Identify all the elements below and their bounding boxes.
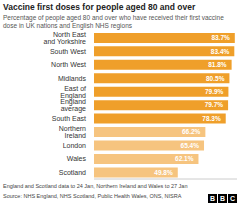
html-text:B: B (210, 195, 215, 202)
svg-text:Midlands: Midlands (58, 75, 87, 82)
svg-text:Scotland: Scotland (59, 169, 86, 176)
svg-text:North Eastand Yorkshire: North Eastand Yorkshire (44, 31, 87, 45)
html-text:B: B (220, 195, 225, 202)
svg-text:78.3%: 78.3% (202, 115, 221, 122)
html-text:C: C (230, 195, 235, 202)
svg-text:NorthernIreland: NorthernIreland (59, 125, 86, 139)
svg-text:Englandaverage: Englandaverage (60, 98, 86, 113)
html-text:England: England (60, 91, 86, 99)
html-text:Percentage of people aged 80 a: Percentage of people aged 80 and over wh… (3, 14, 224, 29)
svg-text:83.7%: 83.7% (211, 34, 230, 41)
svg-text:62.1%: 62.1% (175, 155, 194, 162)
svg-text:Wales: Wales (67, 155, 87, 162)
svg-text:London: London (63, 142, 86, 149)
svg-text:83.4%: 83.4% (211, 48, 230, 55)
html-text:England and Scotland data to 2: England and Scotland data to 24 Jan, Nor… (3, 183, 188, 189)
svg-text:65.4%: 65.4% (181, 142, 200, 149)
svg-text:49.8%: 49.8% (154, 169, 173, 176)
svg-text:66.2%: 66.2% (182, 128, 201, 135)
html-text:East of: East of (64, 84, 86, 92)
svg-text:81.8%: 81.8% (208, 61, 227, 68)
svg-text:South East: South East (52, 115, 86, 122)
svg-text:South West: South West (50, 48, 86, 55)
svg-text:North West: North West (51, 61, 86, 68)
html-text:Source: NHS England, NHS Scotl: Source: NHS England, NHS Scotland, Publi… (3, 193, 182, 199)
svg-text:79.9%: 79.9% (205, 88, 224, 95)
svg-text:80.5%: 80.5% (206, 75, 225, 82)
svg-text:79.7%: 79.7% (205, 101, 224, 108)
html-text:Vaccine first doses for people: Vaccine first doses for people aged 80 a… (3, 2, 196, 12)
